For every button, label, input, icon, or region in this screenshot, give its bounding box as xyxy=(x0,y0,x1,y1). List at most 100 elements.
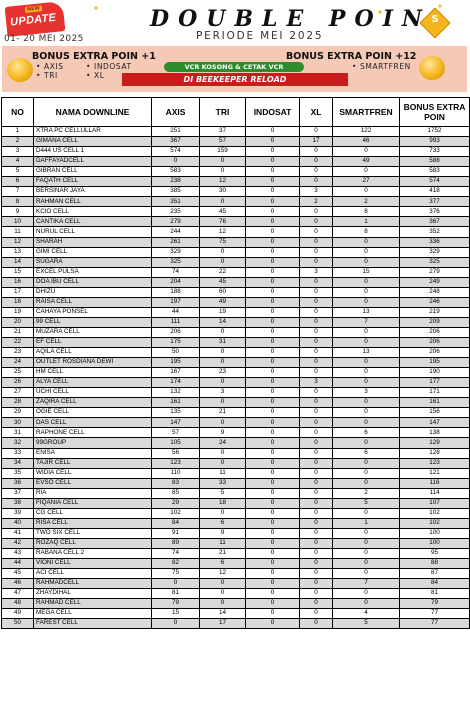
cell-axis: 15 xyxy=(152,609,200,619)
cell-tri: 12 xyxy=(200,569,246,579)
table-row: 50 FAREST CELL 0 17 0 0 5 77 xyxy=(2,619,470,629)
cell-tri: 0 xyxy=(200,508,246,518)
logo-letter: S xyxy=(431,14,438,25)
col-smartfren: SMARTFREN xyxy=(333,98,400,127)
cell-axis: 385 xyxy=(152,187,200,197)
cell-indosat: 0 xyxy=(246,589,300,599)
cell-axis: 44 xyxy=(152,307,200,317)
cell-xl: 2 xyxy=(300,197,333,207)
cell-tri: 60 xyxy=(200,287,246,297)
cell-tri: 17 xyxy=(200,619,246,629)
cell-bonus: 206 xyxy=(400,327,470,337)
cell-smartfren: 0 xyxy=(333,378,400,388)
cell-xl: 0 xyxy=(300,538,333,548)
cell-indosat: 0 xyxy=(246,378,300,388)
cell-tri: 159 xyxy=(200,147,246,157)
cell-bonus: 325 xyxy=(400,257,470,267)
cell-xl: 3 xyxy=(300,378,333,388)
cell-indosat: 0 xyxy=(246,518,300,528)
cell-axis: 56 xyxy=(152,448,200,458)
cell-bonus: 206 xyxy=(400,348,470,358)
cell-smartfren: 0 xyxy=(333,167,400,177)
table-row: 32 99GROUP 105 24 0 0 0 129 xyxy=(2,438,470,448)
cell-bonus: 77 xyxy=(400,609,470,619)
cell-xl: 0 xyxy=(300,327,333,337)
cell-xl: 0 xyxy=(300,237,333,247)
cell-indosat: 0 xyxy=(246,559,300,569)
cell-axis: 123 xyxy=(152,458,200,468)
cell-xl: 0 xyxy=(300,337,333,347)
table-row: 16 DOA IBU CELL 204 45 0 0 0 249 xyxy=(2,277,470,287)
cell-indosat: 0 xyxy=(246,257,300,267)
cell-no: 6 xyxy=(2,177,34,187)
cell-xl: 0 xyxy=(300,438,333,448)
cell-bonus: 418 xyxy=(400,187,470,197)
cell-name: EF CELL xyxy=(34,337,152,347)
cell-xl: 0 xyxy=(300,599,333,609)
voucher-pill: VCR KOSONG & CETAK VCR xyxy=(164,62,304,72)
cell-bonus: 1752 xyxy=(400,127,470,137)
cell-tri: 0 xyxy=(200,257,246,267)
cell-axis: 75 xyxy=(152,569,200,579)
operator-tri: • TRI xyxy=(36,71,58,80)
cell-tri: 21 xyxy=(200,408,246,418)
cell-bonus: 138 xyxy=(400,428,470,438)
cell-tri: 57 xyxy=(200,137,246,147)
cell-name: NURUL CELL xyxy=(34,227,152,237)
cell-xl: 0 xyxy=(300,408,333,418)
cell-indosat: 0 xyxy=(246,498,300,508)
cell-name: RABANA CELL 2 xyxy=(34,548,152,558)
cell-name: CAHAYA PONSEL xyxy=(34,307,152,317)
cell-name: ZAQIRA CELL xyxy=(34,398,152,408)
cell-xl: 0 xyxy=(300,167,333,177)
cell-name: ENISA xyxy=(34,448,152,458)
cell-bonus: 95 xyxy=(400,548,470,558)
cell-name: MEGA CELL xyxy=(34,609,152,619)
date-range: 01- 20 MEI 2025 xyxy=(4,34,84,44)
cell-xl: 0 xyxy=(300,528,333,538)
cell-bonus: 219 xyxy=(400,307,470,317)
cell-name: DAFFAYADCELL xyxy=(34,157,152,167)
table-row: 42 ROZAQ CELL 89 11 0 0 0 100 xyxy=(2,538,470,548)
cell-tri: 6 xyxy=(200,559,246,569)
cell-name: TWO SIX CELL xyxy=(34,528,152,538)
cell-tri: 3 xyxy=(200,388,246,398)
cell-bonus: 84 xyxy=(400,579,470,589)
table-row: 15 EXCEL PULSA 74 22 0 3 15 279 xyxy=(2,267,470,277)
cell-bonus: 367 xyxy=(400,217,470,227)
cell-name: OGIE CELL xyxy=(34,408,152,418)
cell-indosat: 0 xyxy=(246,428,300,438)
cell-bonus: 336 xyxy=(400,237,470,247)
cell-xl: 0 xyxy=(300,579,333,589)
cell-smartfren: 27 xyxy=(333,177,400,187)
cell-smartfren: 0 xyxy=(333,237,400,247)
cell-name: RISA CELL xyxy=(34,518,152,528)
cell-indosat: 0 xyxy=(246,619,300,629)
cell-tri: 5 xyxy=(200,488,246,498)
cell-tri: 14 xyxy=(200,317,246,327)
cell-no: 5 xyxy=(2,167,34,177)
cell-smartfren: 5 xyxy=(333,498,400,508)
cell-tri: 18 xyxy=(200,498,246,508)
cell-indosat: 0 xyxy=(246,307,300,317)
cell-smartfren: 0 xyxy=(333,478,400,488)
cell-bonus: 81 xyxy=(400,589,470,599)
cell-xl: 0 xyxy=(300,458,333,468)
cell-axis: 174 xyxy=(152,378,200,388)
table-row: 21 MUZARA CELL 206 0 0 0 0 206 xyxy=(2,327,470,337)
cell-no: 43 xyxy=(2,548,34,558)
cell-smartfren: 2 xyxy=(333,197,400,207)
cell-no: 7 xyxy=(2,187,34,197)
update-label: UPDATE xyxy=(10,12,57,29)
table-row: 39 CG CELL 102 0 0 0 0 102 xyxy=(2,508,470,518)
cell-axis: 279 xyxy=(152,217,200,227)
cell-bonus: 352 xyxy=(400,227,470,237)
cell-indosat: 0 xyxy=(246,247,300,257)
cell-xl: 0 xyxy=(300,508,333,518)
cell-xl: 0 xyxy=(300,227,333,237)
cell-tri: 0 xyxy=(200,599,246,609)
cell-name: FAREST CELL xyxy=(34,619,152,629)
table-row: 23 AQILA CELL 50 0 0 0 13 206 xyxy=(2,348,470,358)
cell-name: GIMI CELL xyxy=(34,247,152,257)
cell-xl: 0 xyxy=(300,348,333,358)
